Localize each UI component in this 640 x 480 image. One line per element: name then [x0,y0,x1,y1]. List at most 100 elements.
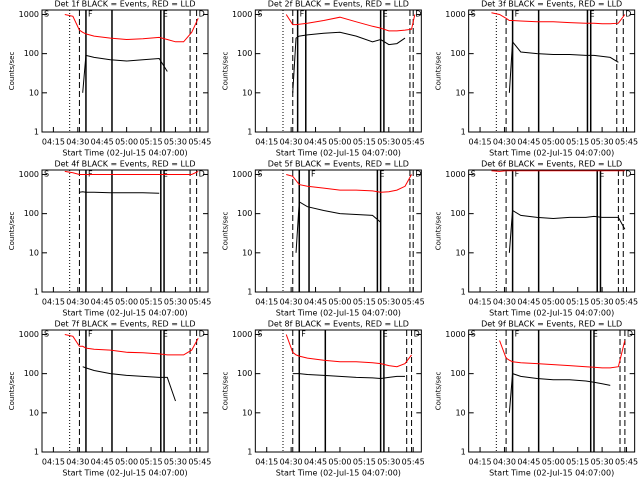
y-tick-label: 10 [29,88,39,97]
x-tick-label: 04:30 [66,458,89,467]
y-tick-label: 10 [242,248,252,257]
y-axis-label: Counts/sec [435,52,443,91]
y-tick-label: 1 [247,448,252,457]
chart-panel: Det 3f BLACK = Events, RED = LLD Start Ti… [435,0,638,158]
x-tick-label: 05:45 [615,458,638,467]
chart-panel: Det 4f BLACK = Events, RED = LLD Start Ti… [8,160,211,318]
chart-title: Det 5f BLACK = Events, RED = LLD [268,160,409,169]
plot-frame [254,329,422,453]
y-tick-label: 10 [242,88,252,97]
y-tick-label: 100 [237,49,252,58]
marker-label: S [44,10,49,19]
chart-title: Det 6f BLACK = Events, RED = LLD [481,160,622,169]
x-tick-label: 04:15 [469,138,492,147]
y-tick-label: 10 [29,248,39,257]
series-line [64,334,199,356]
x-tick-label: 05:00 [115,298,138,307]
x-tick-label: 05:30 [377,138,400,147]
x-tick-label: 04:45 [91,298,114,307]
y-tick-label: 100 [237,369,252,378]
x-tick-label: 04:30 [493,458,516,467]
x-tick-label: 04:45 [517,138,540,147]
x-tick-label: 05:30 [591,298,614,307]
x-tick-label: 05:45 [402,298,425,307]
x-tick-label: 05:15 [566,458,589,467]
x-tick-label: 05:15 [140,138,163,147]
marker-label: D [627,330,633,339]
marker-label: E [593,330,598,339]
series-line [79,191,160,194]
plot-frame [41,329,209,453]
y-tick-label: 1 [34,288,39,297]
marker-label: S [44,170,49,179]
plot-frame [41,169,209,293]
x-tick-label: 04:15 [42,138,65,147]
x-axis-label: Start Time (02-Jul-15 04:07:00) [276,309,401,318]
x-tick-label: 05:30 [591,138,614,147]
y-tick-label: 1000 [19,10,39,19]
x-tick-label: 05:00 [542,138,565,147]
y-tick-label: 1000 [19,170,39,179]
series-line [499,340,626,369]
series-line [285,334,412,368]
y-tick-label: 1000 [232,330,252,339]
x-tick-label: 05:00 [328,458,351,467]
y-tick-label: 1000 [445,330,465,339]
x-tick-label: 04:30 [66,138,89,147]
y-axis-label: Counts/sec [8,52,16,91]
x-tick-label: 05:15 [353,138,376,147]
marker-label: D [625,10,631,19]
x-tick-label: 04:30 [66,298,89,307]
y-tick-label: 1 [247,128,252,137]
x-tick-label: 04:15 [42,458,65,467]
marker-label: E [163,330,168,339]
x-tick-label: 04:45 [517,458,540,467]
marker-label: E [379,170,384,179]
y-tick-label: 100 [237,209,252,218]
x-tick-label: 05:15 [140,298,163,307]
x-tick-label: 05:15 [566,138,589,147]
series-line [508,209,626,253]
x-tick-label: 05:45 [615,298,638,307]
x-axis-label: Start Time (02-Jul-15 04:07:00) [276,149,401,158]
series-line [286,174,412,193]
plot-frame [468,329,636,453]
series-line [292,31,406,93]
plot-frame [468,9,636,133]
y-axis-label: Counts/sec [435,212,443,251]
x-tick-label: 05:15 [566,298,589,307]
x-axis-label: Start Time (02-Jul-15 04:07:00) [489,309,614,318]
marker-label: E [599,170,604,179]
chart-title: Det 4f BLACK = Events, RED = LLD [54,160,195,169]
chart-title: Det 1f BLACK = Events, RED = LLD [54,0,195,9]
x-tick-label: 05:00 [542,458,565,467]
x-axis-label: Start Time (02-Jul-15 04:07:00) [62,309,187,318]
x-tick-label: 05:00 [115,458,138,467]
x-tick-label: 05:30 [164,298,187,307]
y-tick-label: 100 [450,369,465,378]
x-tick-label: 05:45 [188,458,211,467]
x-tick-label: 05:15 [353,298,376,307]
marker-label: D [199,10,205,19]
chart-title: Det 9f BLACK = Events, RED = LLD [481,320,622,329]
x-axis-label: Start Time (02-Jul-15 04:07:00) [489,149,614,158]
y-tick-label: 1 [461,128,466,137]
y-tick-label: 1000 [445,170,465,179]
x-tick-label: 05:45 [402,458,425,467]
y-axis-label: Counts/sec [8,212,16,251]
x-tick-label: 04:30 [280,138,303,147]
series-line [64,170,199,175]
marker-label: F [301,330,306,339]
series-line [491,170,625,172]
marker-label: F [311,170,316,179]
x-tick-label: 04:45 [517,298,540,307]
x-tick-label: 05:45 [402,138,425,147]
chart-panel: Det 9f BLACK = Events, RED = LLD Start Ti… [435,320,638,478]
y-tick-label: 1 [34,128,39,137]
y-tick-label: 10 [455,408,465,417]
y-tick-label: 1000 [445,10,465,19]
x-tick-label: 04:45 [304,138,327,147]
chart-panel: Det 5f BLACK = Events, RED = LLD Start Ti… [221,160,424,318]
y-tick-label: 1000 [19,330,39,339]
